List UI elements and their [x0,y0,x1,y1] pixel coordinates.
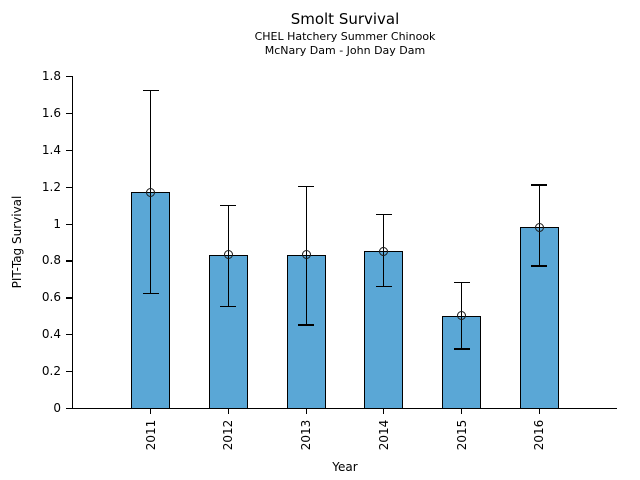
y-tick [66,297,72,299]
x-tick-label: 2015 [454,419,469,451]
y-tick-label: 1.6 [41,105,61,120]
x-tick [460,409,463,414]
y-tick [66,149,72,151]
marker-circle [457,311,467,321]
x-axis-line [72,408,617,410]
y-tick-label: 0.8 [41,253,61,268]
chart-subtitle-line2: McNary Dam - John Day Dam [264,44,426,57]
y-tick [66,223,72,225]
error-bar-cap-bottom [220,305,237,308]
y-tick-label: 0 [53,401,61,415]
error-bar-cap-top [453,281,470,284]
x-axis-title: Year [332,460,358,474]
y-tick-label: 0.6 [41,290,61,305]
error-bar-cap-bottom [298,324,315,326]
x-tick-label: 2014 [376,419,391,451]
y-tick-label: 1 [53,216,61,231]
x-tick-label: 2012 [221,419,236,451]
y-tick-label: 0.4 [41,327,61,342]
marker-circle [534,222,544,232]
y-tick-label: 1.4 [41,142,61,157]
error-bar-cap-top [142,90,159,92]
y-tick [66,260,72,262]
x-tick-label: 2016 [532,419,547,451]
y-tick-label: 1.8 [41,69,61,83]
error-bar-cap-bottom [531,265,548,267]
marker-circle [379,246,389,256]
error-bar-cap-top [375,213,392,216]
error-bar-cap-top [531,184,548,186]
x-tick [383,409,385,414]
x-tick [305,409,307,414]
y-tick [66,76,72,78]
x-tick [227,409,230,414]
y-tick [66,334,72,336]
error-bar-cap-bottom [142,293,159,295]
marker-circle [146,187,156,197]
x-tick-label: 2011 [143,419,158,451]
marker-circle [301,250,311,260]
error-bar-cap-bottom [453,348,470,350]
x-tick [150,409,152,414]
error-bar-cap-top [298,186,315,188]
x-tick [538,409,540,414]
x-tick-label: 2013 [299,419,314,451]
chart-title: Smolt Survival [290,10,400,28]
y-axis-line [72,76,74,409]
error-bar-cap-top [220,204,237,206]
y-tick-label: 0.2 [41,364,61,379]
y-tick [66,371,72,373]
chart-subtitle-line1: CHEL Hatchery Summer Chinook [254,30,436,43]
marker-circle [223,250,233,260]
y-tick-label: 1.2 [41,179,61,194]
y-tick [66,408,72,410]
error-bar-cap-bottom [375,285,392,287]
y-tick [66,112,72,115]
y-tick [66,186,72,188]
